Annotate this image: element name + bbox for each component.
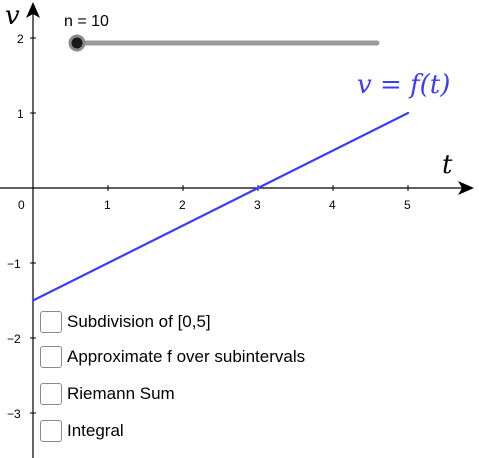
checkbox-subdivision[interactable]: Subdivision of [0,5] [40,309,211,335]
checkbox-box[interactable] [40,346,62,368]
x-axis-arrow-icon [458,181,474,195]
checkbox-box[interactable] [40,383,62,405]
x-tick-label: 3 [254,198,261,212]
origin-label: 0 [18,198,25,212]
function-label: v = f(t) [357,70,450,100]
x-tick-label: 5 [404,198,411,212]
checkbox-box[interactable] [40,420,62,442]
y-tick-label: 1 [17,107,24,121]
y-axis-name: v [5,1,20,31]
checkbox-label: Integral [67,421,124,440]
checkbox-label: Subdivision of [0,5] [67,312,211,331]
y-tick-label: 2 [17,32,24,46]
x-tick-label: 4 [329,198,336,212]
checkbox-label: Riemann Sum [67,384,175,403]
y-tick-label: −1 [7,257,21,271]
checkbox-integral[interactable]: Integral [40,418,124,444]
y-tick-label: −3 [7,407,21,421]
y-axis-arrow-icon [26,2,40,18]
x-tick-label: 1 [104,198,111,212]
x-tick-label: 2 [179,198,186,212]
checkbox-approximate[interactable]: Approximate f over subintervals [40,344,305,370]
checkbox-riemann-sum[interactable]: Riemann Sum [40,381,175,407]
checkbox-label: Approximate f over subintervals [67,347,306,366]
checkbox-box[interactable] [40,311,62,333]
y-tick-label: −2 [7,332,21,346]
y-ticks [30,37,36,414]
slider-handle[interactable] [68,34,86,52]
x-axis-name: t [442,150,453,180]
function-line[interactable] [31,111,410,302]
slider-label: n = 10 [64,13,109,30]
